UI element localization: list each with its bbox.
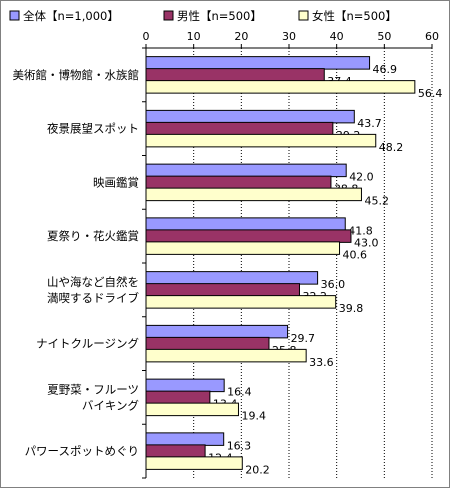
legend-swatch-0 <box>9 10 20 21</box>
bar-2-6 <box>145 402 239 417</box>
x-tick-label-5: 50 <box>377 30 391 43</box>
data-label-2-6: 19.4 <box>241 410 266 423</box>
data-label-0-5: 29.7 <box>291 332 316 345</box>
legend-swatch-2 <box>298 10 309 21</box>
bar-0-0 <box>145 56 371 70</box>
data-label-0-6: 16.4 <box>227 386 252 399</box>
x-tick-label-1: 10 <box>187 30 201 43</box>
data-label-2-4: 39.8 <box>339 302 364 315</box>
bar-2-0 <box>145 80 416 94</box>
bar-1-1 <box>145 121 334 136</box>
category-label-5: ナイトクルージング <box>36 337 139 351</box>
x-tick-label-6: 60 <box>425 30 439 43</box>
bar-0-3 <box>145 217 346 231</box>
data-label-2-3: 40.6 <box>343 248 368 261</box>
data-label-2-1: 48.2 <box>379 141 404 154</box>
category-label-6-line-1: バイキング <box>82 398 140 412</box>
category-label-6-line-0: 夏野菜・フルーツ <box>47 382 139 396</box>
legend-label-0: 全体【n=1,000】 <box>23 9 119 23</box>
x-tick-label-4: 40 <box>330 30 344 43</box>
bar-1-3 <box>145 229 352 243</box>
category-label-0: 美術館・博物館・水族館 <box>13 68 140 82</box>
bar-1-5 <box>145 336 270 351</box>
bar-0-4 <box>145 271 319 285</box>
bar-0-2 <box>145 163 347 178</box>
data-label-0-4: 36.0 <box>321 278 346 291</box>
bar-2-3 <box>145 241 341 255</box>
category-label-7: パワースポットめぐり <box>25 444 139 458</box>
bar-2-2 <box>145 187 362 202</box>
bar-1-4 <box>145 283 300 297</box>
bar-1-7 <box>145 444 206 458</box>
legend-swatch-1 <box>163 10 174 21</box>
bar-2-1 <box>145 133 377 148</box>
data-label-2-5: 33.6 <box>309 356 334 369</box>
category-label-1: 夜景展望スポット <box>47 122 139 136</box>
legend-label-2: 女性【n=500】 <box>312 9 397 23</box>
data-label-1-3: 43.0 <box>354 236 379 249</box>
x-tick-label-3: 30 <box>282 30 296 43</box>
data-label-0-1: 43.7 <box>357 117 382 130</box>
data-label-0-7: 16.3 <box>227 439 252 452</box>
data-label-0-3: 41.8 <box>348 224 373 237</box>
bar-0-1 <box>145 109 355 124</box>
category-label-4-line-1: 満喫するドライブ <box>47 291 139 305</box>
category-label-2: 映画鑑賞 <box>93 175 139 189</box>
bar-1-0 <box>145 68 325 82</box>
data-label-2-2: 45.2 <box>364 195 389 208</box>
data-label-2-0: 56.4 <box>418 87 443 100</box>
bar-2-5 <box>145 348 307 363</box>
category-label-4-line-0: 山や海など自然を <box>47 275 139 289</box>
data-label-0-0: 46.9 <box>373 63 398 76</box>
data-label-2-7: 20.2 <box>245 463 270 476</box>
category-label-3: 夏祭り・花火鑑賞 <box>47 229 139 243</box>
x-tick-label-2: 20 <box>234 30 248 43</box>
bar-1-2 <box>145 175 332 190</box>
legend-label-1: 男性【n=500】 <box>177 9 262 23</box>
x-tick-label-0: 0 <box>143 30 150 43</box>
bar-2-7 <box>145 456 243 470</box>
bar-1-6 <box>145 390 211 405</box>
bar-0-7 <box>145 432 225 446</box>
bar-0-5 <box>145 324 289 339</box>
bar-0-6 <box>145 378 225 393</box>
bar-2-4 <box>145 295 337 309</box>
data-label-0-2: 42.0 <box>349 171 374 184</box>
